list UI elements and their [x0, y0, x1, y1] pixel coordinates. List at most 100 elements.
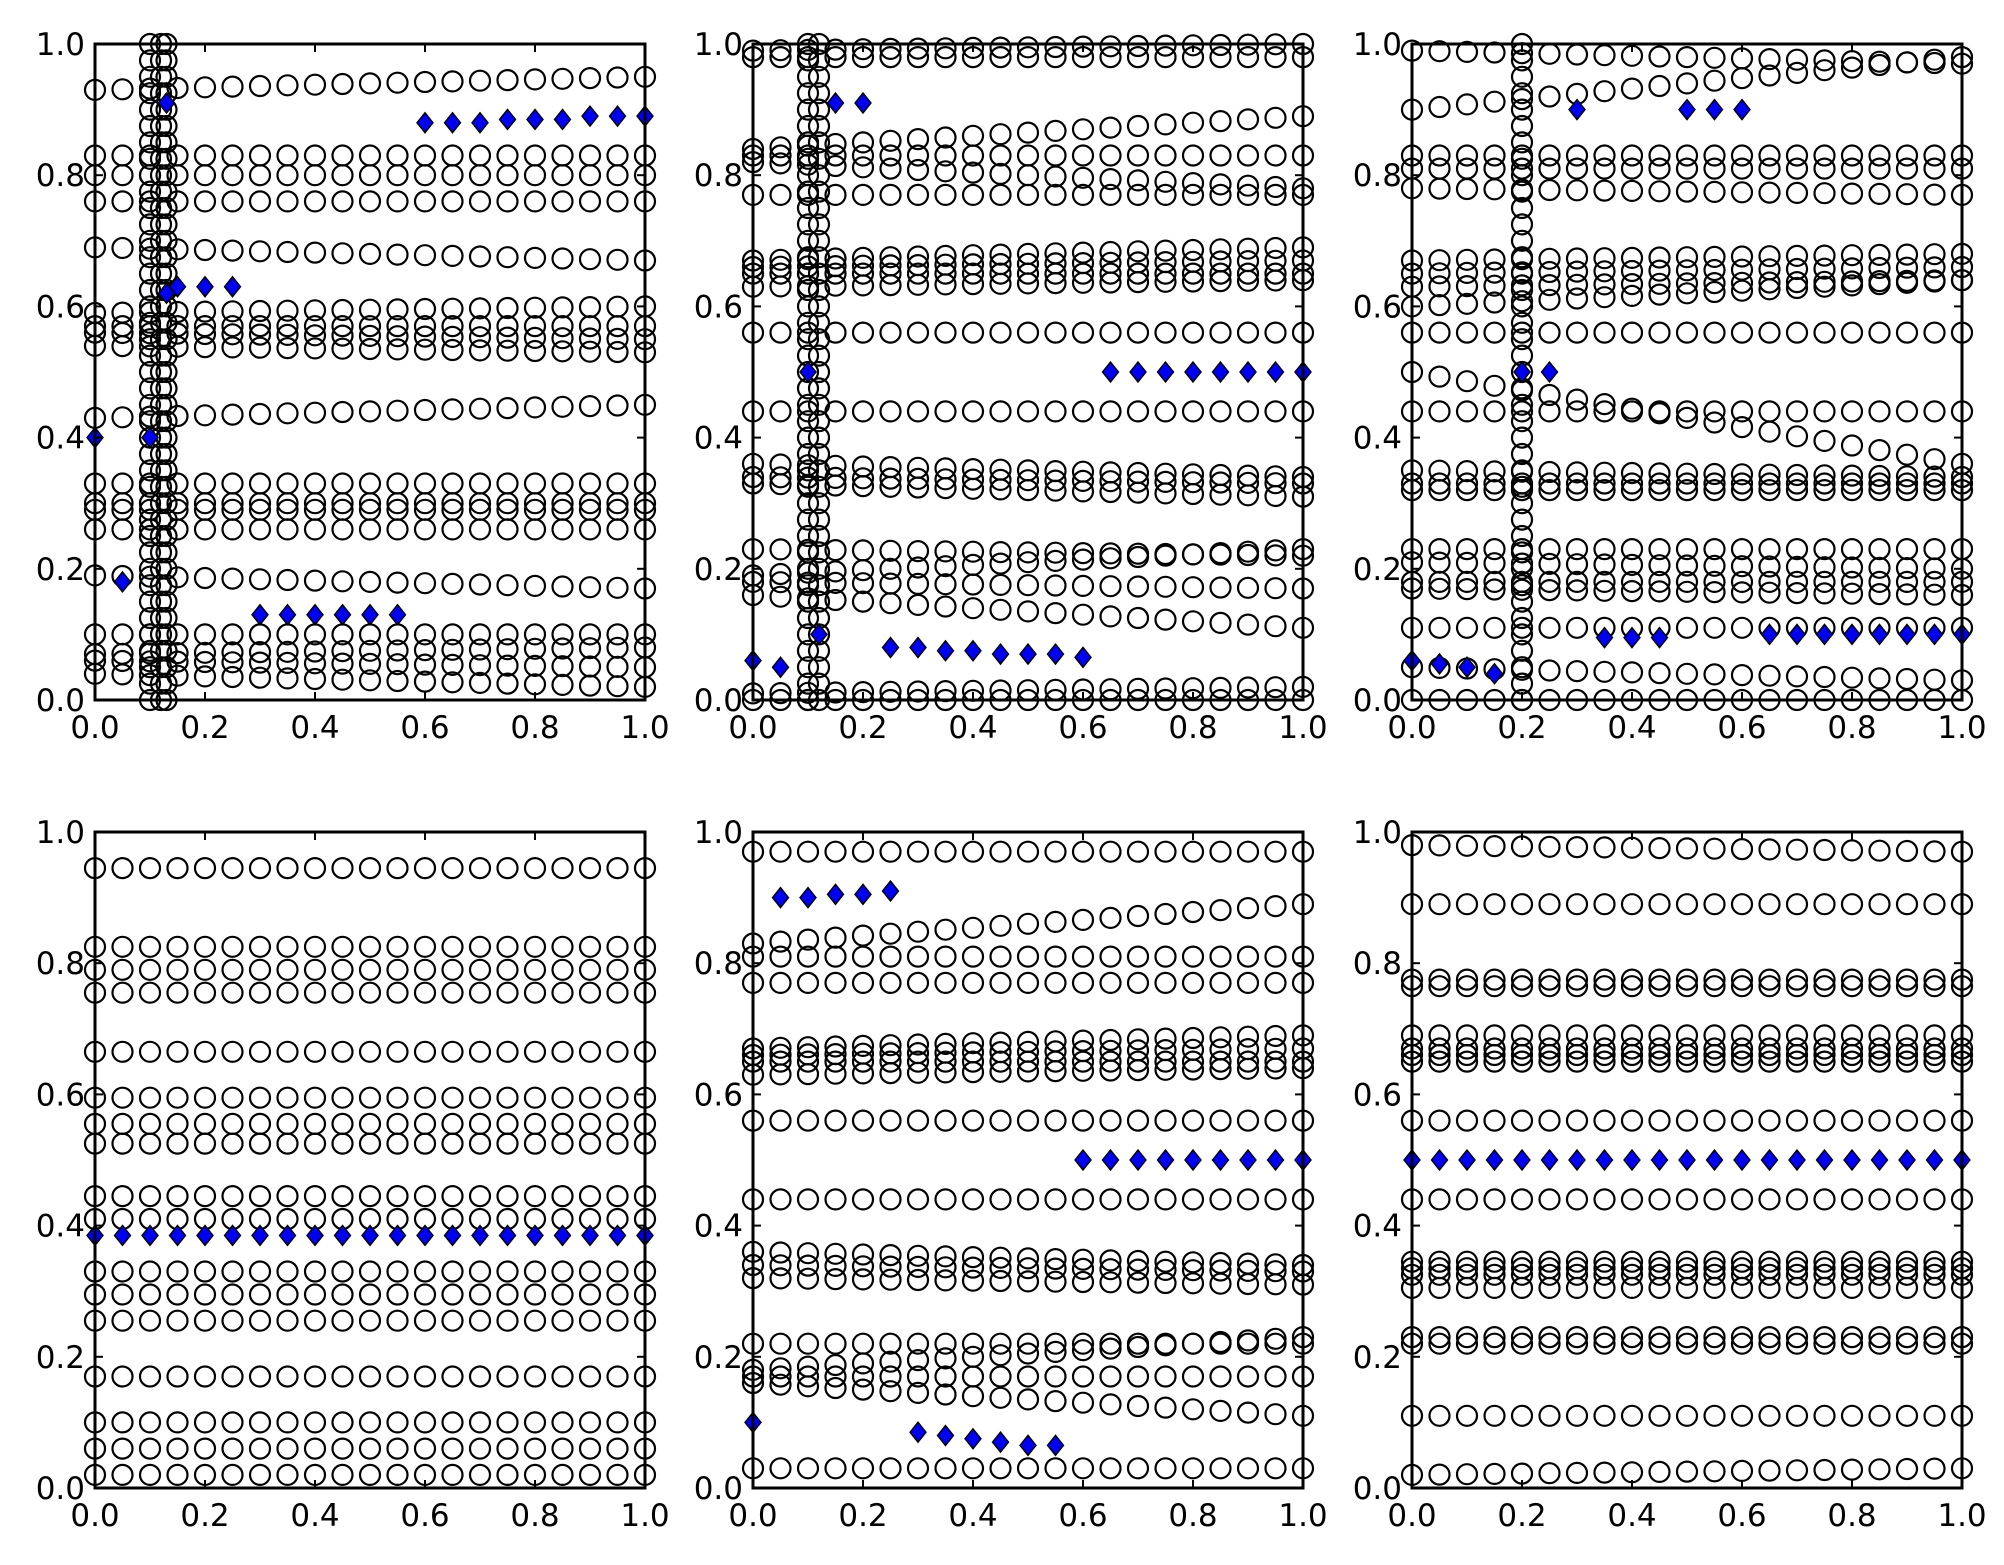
- circle-point: [1923, 968, 1946, 991]
- circle-point: [1181, 576, 1205, 599]
- circle-point: [578, 1112, 602, 1136]
- circle-point: [606, 394, 629, 417]
- circle-point: [1648, 1460, 1671, 1484]
- circle-point: [1510, 321, 1534, 344]
- circle-point: [578, 340, 602, 363]
- circle-point: [149, 131, 173, 154]
- circle-point: [1016, 469, 1040, 492]
- circle-point: [193, 1040, 217, 1063]
- circle-point: [551, 315, 574, 338]
- circle-point: [138, 213, 162, 236]
- circle-point: [358, 1132, 382, 1155]
- circle-point: [1071, 840, 1095, 863]
- circle-point: [1510, 606, 1534, 630]
- circle-point: [1044, 1257, 1067, 1280]
- circle-point: [111, 1463, 134, 1487]
- circle-point: [1209, 400, 1232, 423]
- circle-point: [851, 1188, 875, 1211]
- circle-point: [1840, 472, 1864, 495]
- circle-point: [1099, 1332, 1122, 1355]
- circle-point: [769, 681, 792, 705]
- circle-point: [1895, 51, 1919, 74]
- circle-point: [606, 1411, 629, 1434]
- circle-point: [1758, 278, 1781, 301]
- circle-point: [149, 672, 173, 695]
- circle-point: [1703, 472, 1726, 495]
- circle-point: [1868, 273, 1891, 296]
- circle-point: [1209, 1188, 1232, 1211]
- circle-point: [138, 393, 162, 416]
- circle-point: [303, 1411, 327, 1434]
- circle-point: [1483, 460, 1506, 483]
- circle-point: [1181, 945, 1205, 968]
- circle-point: [138, 524, 162, 548]
- circle-point: [1209, 1272, 1232, 1295]
- circle-point: [1813, 1458, 1836, 1482]
- circle-point: [1565, 1325, 1589, 1349]
- circle-point: [1455, 248, 1479, 271]
- circle-point: [606, 518, 629, 541]
- circle-point: [248, 144, 272, 167]
- diamond-point: [416, 111, 434, 134]
- y-tick-label: 0.8: [694, 158, 743, 194]
- circle-point: [1840, 244, 1864, 267]
- circle-point: [1840, 257, 1864, 280]
- circle-point: [1675, 472, 1699, 495]
- circle-point: [1044, 35, 1067, 59]
- circle-point: [111, 1411, 134, 1434]
- x-tick-label: 0.6: [1058, 710, 1107, 746]
- circle-point: [386, 1283, 409, 1306]
- circle-point: [413, 623, 437, 646]
- circle-point: [824, 1062, 847, 1085]
- circle-point: [111, 935, 134, 958]
- axes-frame: [1410, 42, 1964, 702]
- y-tick-label: 1.0: [36, 815, 85, 851]
- circle-point: [851, 1457, 875, 1480]
- circle-point: [824, 1035, 847, 1058]
- circle-point: [1016, 1388, 1040, 1411]
- x-tick-label: 0.4: [290, 1498, 339, 1534]
- circle-point: [523, 673, 547, 696]
- circle-point: [1675, 1037, 1699, 1060]
- circle-point: [1675, 144, 1699, 167]
- circle-point: [166, 856, 189, 880]
- circle-point: [1510, 274, 1534, 297]
- circle-point: [413, 1260, 437, 1283]
- diamond-point: [1129, 1148, 1147, 1172]
- circle-point: [138, 590, 162, 613]
- circle-point: [989, 1256, 1012, 1280]
- circle-point: [386, 164, 409, 187]
- circle-point: [248, 1112, 272, 1136]
- circle-point: [1868, 1325, 1891, 1349]
- x-tick-label: 0.2: [180, 1498, 229, 1534]
- circle-point: [193, 935, 217, 958]
- circle-point: [138, 360, 162, 384]
- circle-point: [1181, 1259, 1205, 1282]
- circle-point: [1264, 400, 1287, 423]
- circle-point: [1785, 425, 1809, 448]
- circle-point: [1016, 1342, 1040, 1365]
- circle-point: [276, 856, 299, 880]
- circle-point: [989, 468, 1012, 491]
- circle-point: [1730, 570, 1754, 594]
- circle-point: [1154, 945, 1177, 968]
- circle-point: [851, 131, 875, 154]
- circle-point: [1044, 945, 1067, 968]
- circle-point: [879, 1350, 902, 1373]
- circle-point: [523, 190, 547, 213]
- circle-point: [523, 144, 547, 167]
- circle-point: [1703, 663, 1726, 686]
- circle-point: [1126, 1058, 1150, 1082]
- circle-point: [961, 597, 985, 620]
- circle-point: [523, 246, 547, 269]
- circle-point: [413, 1184, 437, 1208]
- circle-point: [796, 426, 820, 449]
- circle-point: [1483, 578, 1506, 601]
- circle-point: [1895, 183, 1919, 206]
- circle-point: [1099, 1337, 1122, 1360]
- circle-point: [1071, 945, 1095, 968]
- circle-point: [331, 981, 354, 1004]
- circle-point: [851, 1365, 875, 1388]
- circle-point: [879, 1188, 902, 1211]
- circle-point: [441, 1309, 464, 1332]
